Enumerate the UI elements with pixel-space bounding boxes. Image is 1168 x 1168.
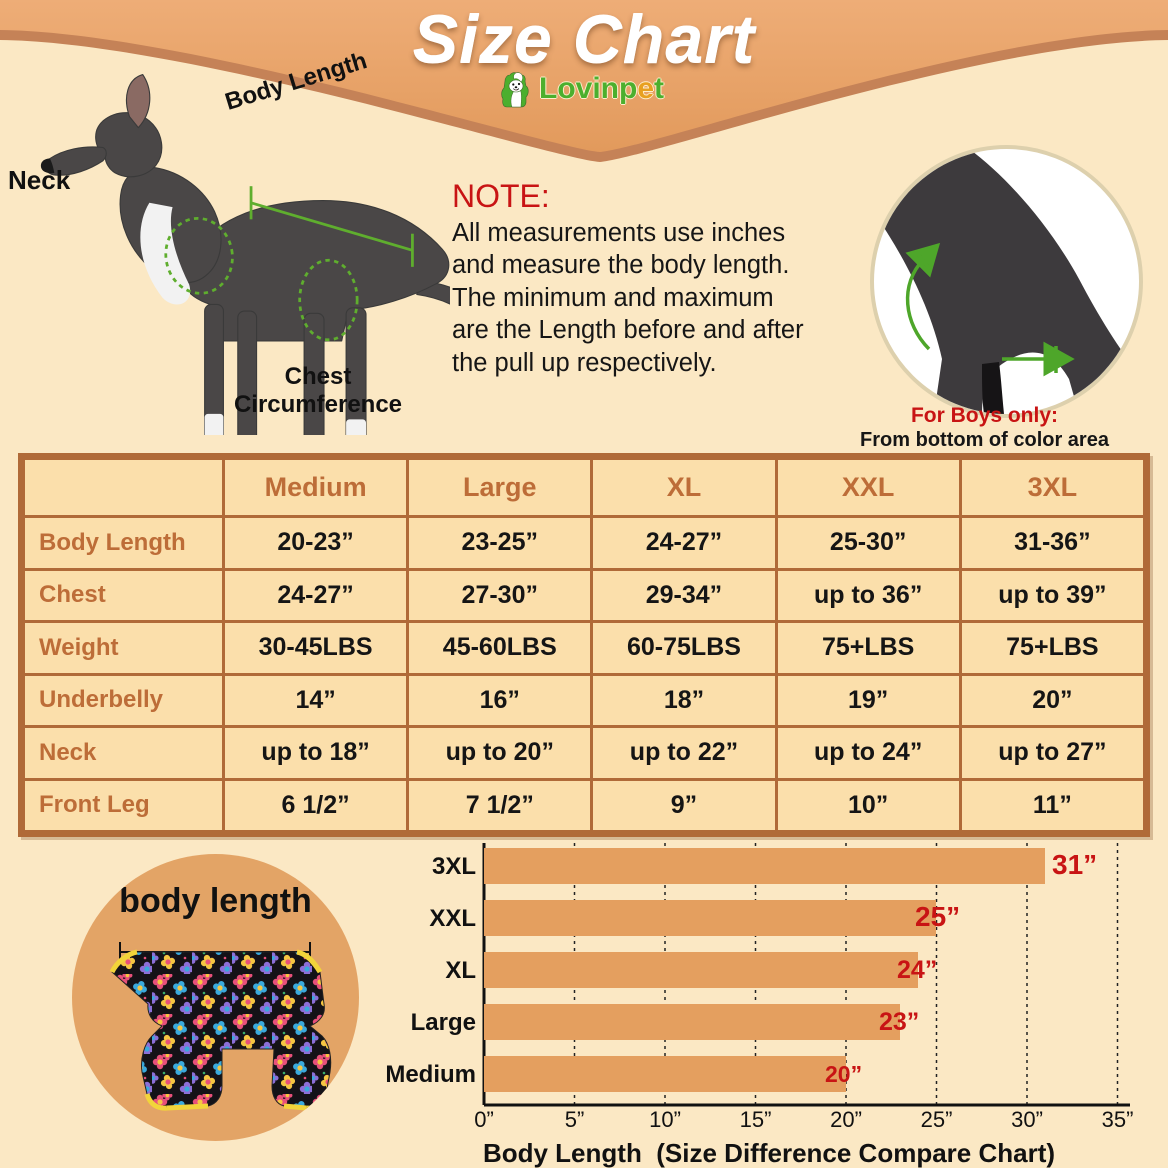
svg-text:30”: 30” — [1011, 1107, 1043, 1131]
svg-text:5”: 5” — [565, 1107, 585, 1131]
svg-text:25”: 25” — [921, 1107, 953, 1131]
svg-text:0”: 0” — [474, 1107, 494, 1131]
svg-text:3XL: 3XL — [432, 853, 476, 880]
svg-text:23”: 23” — [879, 1008, 919, 1036]
svg-text:Large: Large — [411, 1009, 476, 1036]
svg-text:20”: 20” — [830, 1107, 862, 1131]
svg-text:15”: 15” — [740, 1107, 772, 1131]
svg-text:10”: 10” — [649, 1107, 681, 1131]
svg-text:25”: 25” — [915, 901, 960, 932]
svg-text:31”: 31” — [1052, 849, 1097, 880]
svg-text:20”: 20” — [825, 1061, 862, 1087]
svg-text:XXL: XXL — [429, 905, 476, 932]
svg-text:XL: XL — [445, 957, 476, 984]
svg-text:Medium: Medium — [385, 1061, 476, 1088]
svg-text:24”: 24” — [897, 956, 937, 984]
svg-text:35”: 35” — [1102, 1107, 1134, 1131]
